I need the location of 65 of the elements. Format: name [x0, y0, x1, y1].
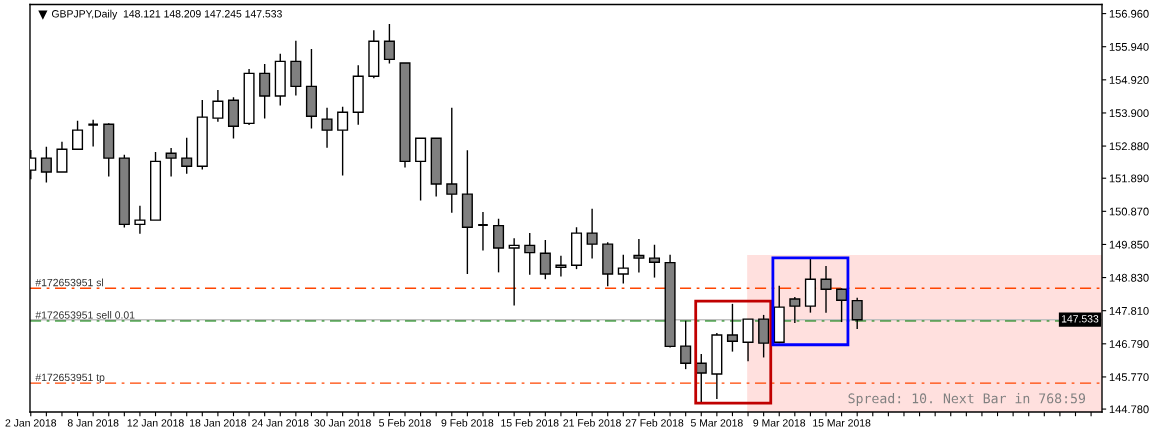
x-tick-label: 24 Jan 2018	[252, 419, 309, 427]
candlestick	[789, 296, 801, 324]
candlestick	[259, 63, 271, 120]
ref-line-label: #172653951 sell 0.01	[35, 311, 135, 319]
x-tick-label: 30 Jan 2018	[314, 419, 371, 427]
candlestick	[212, 89, 224, 123]
y-tick-label: 150.870	[1109, 207, 1149, 216]
candlestick	[87, 119, 100, 148]
candlestick	[40, 146, 52, 184]
x-tick-label: 15 Mar 2018	[813, 419, 871, 427]
ref-line-label: #172653951 tp	[35, 373, 105, 384]
candlestick	[633, 238, 645, 274]
candlestick	[56, 141, 68, 173]
candlestick	[383, 23, 395, 65]
candlestick	[617, 254, 629, 285]
y-tick-label: 154.920	[1109, 76, 1149, 84]
ref-line-label: #172653951 sl	[35, 278, 104, 287]
candlestick	[726, 303, 738, 353]
x-tick-label: 12 Jan 2018	[127, 419, 184, 427]
candlestick	[165, 147, 177, 178]
candlestick	[181, 136, 193, 175]
x-tick-label: 27 Feb 2018	[625, 418, 684, 427]
x-tick-label: 21 Feb 2018	[563, 418, 621, 427]
candlestick	[321, 107, 333, 149]
candlestick	[134, 205, 146, 235]
candlestick	[820, 265, 832, 314]
candlestick	[648, 244, 661, 279]
x-tick-label: 2 Jan 2018	[5, 419, 57, 427]
y-tick-label: 147.810	[1109, 306, 1149, 315]
candlestick	[680, 320, 692, 370]
candlestick	[555, 255, 567, 278]
x-tick-label: 9 Mar 2018	[753, 419, 806, 427]
annotation: Spread: 10. Next Bar in 768:59	[848, 393, 1086, 406]
y-tick-label: 144.780	[1109, 405, 1149, 414]
ref-line-label: 147.533	[1061, 315, 1099, 323]
candlestick	[508, 237, 520, 307]
candlestick	[695, 353, 707, 404]
candlestick	[586, 208, 598, 260]
x-tick-label: 18 Jan 2018	[190, 419, 247, 427]
candlestick	[851, 297, 863, 330]
candlestick	[337, 106, 349, 177]
chart-title: GBPJPY,Daily 148.121 148.209 147.245 147.533	[51, 9, 282, 20]
candlestick	[72, 120, 84, 151]
y-tick-label: 153.900	[1109, 109, 1149, 118]
y-tick-label: 151.890	[1109, 174, 1149, 183]
x-tick-label: 9 Feb 2018	[441, 418, 494, 427]
candlestick	[415, 137, 427, 202]
candlestick	[493, 218, 505, 274]
candlestick	[477, 211, 489, 252]
y-tick-label: 156.960	[1109, 9, 1149, 18]
candlestick	[836, 287, 848, 323]
x-tick-label: 15 Feb 2018	[501, 418, 559, 427]
candlestick	[539, 239, 551, 280]
x-tick-label: 8 Jan 2018	[67, 419, 119, 427]
candlestick	[742, 318, 754, 363]
y-tick-label: 148.830	[1109, 273, 1149, 282]
y-tick-label: 152.880	[1109, 142, 1149, 151]
candlestick	[524, 232, 536, 276]
y-tick-label: 146.790	[1109, 340, 1149, 348]
y-tick-label: 155.940	[1109, 42, 1149, 51]
x-tick-label: 5 Feb 2018	[379, 418, 431, 427]
x-tick-label: 5 Mar 2018	[690, 419, 743, 427]
y-tick-label: 149.850	[1109, 240, 1149, 249]
y-tick-label: 145.770	[1109, 373, 1149, 382]
candlestick	[446, 107, 458, 214]
